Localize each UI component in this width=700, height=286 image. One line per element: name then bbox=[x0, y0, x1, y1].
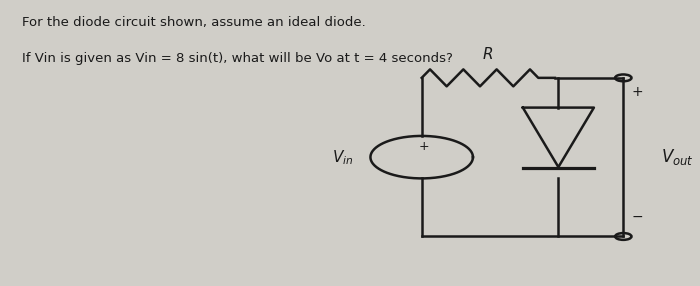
Text: R: R bbox=[483, 47, 493, 62]
Text: $V_{\mathregular{out}}$: $V_{\mathregular{out}}$ bbox=[661, 147, 694, 167]
Text: $V_{\mathregular{in}}$: $V_{\mathregular{in}}$ bbox=[332, 148, 354, 166]
Circle shape bbox=[615, 233, 631, 240]
Text: If Vin is given as Vin = 8 sin(t), what will be Vo at t = 4 seconds?: If Vin is given as Vin = 8 sin(t), what … bbox=[22, 52, 453, 65]
Text: +: + bbox=[419, 140, 430, 153]
Text: +: + bbox=[631, 85, 643, 99]
Text: −: − bbox=[631, 210, 643, 224]
Circle shape bbox=[615, 74, 631, 81]
Text: For the diode circuit shown, assume an ideal diode.: For the diode circuit shown, assume an i… bbox=[22, 15, 365, 29]
